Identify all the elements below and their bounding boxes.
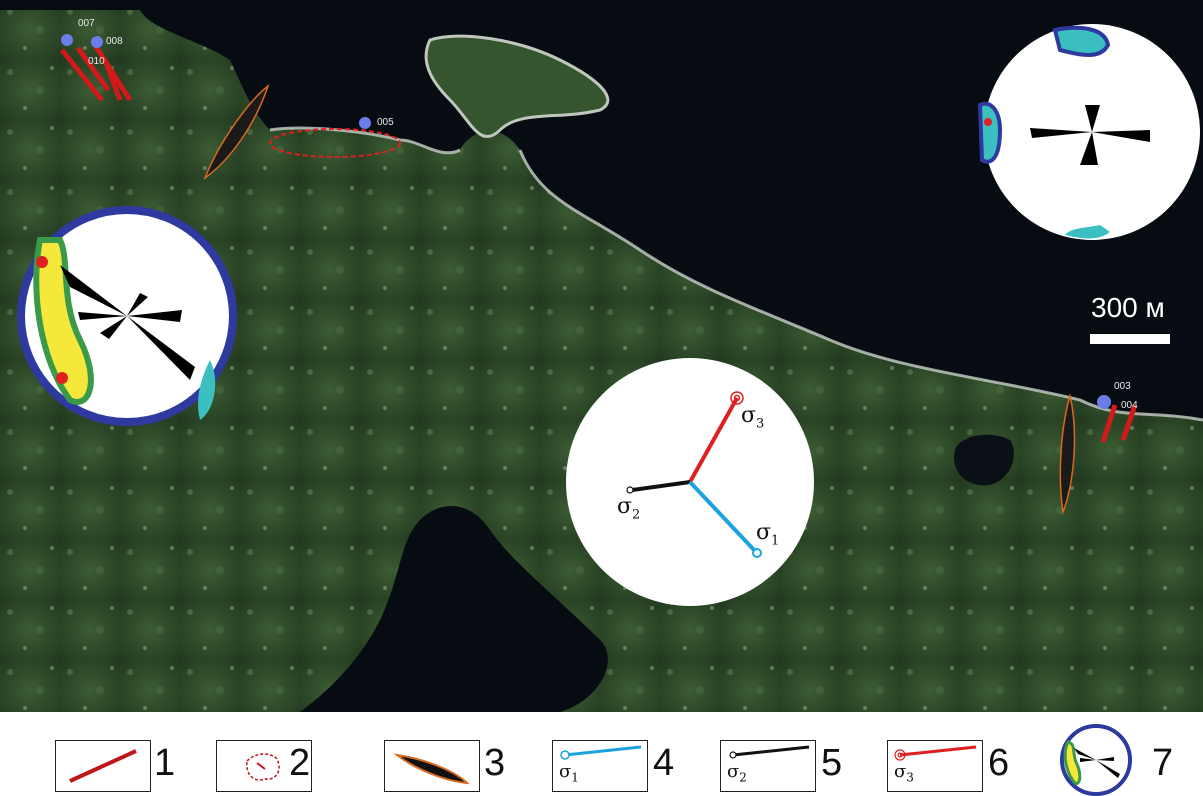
legend-box-5: σ2 bbox=[720, 740, 816, 792]
sigma2-label: σ2 bbox=[617, 494, 641, 523]
station-label-005: 005 bbox=[377, 117, 394, 128]
station-label-007: 007 bbox=[78, 18, 95, 29]
lens-icon bbox=[393, 753, 470, 785]
peninsula-north bbox=[424, 34, 610, 138]
sigma2-axis-icon bbox=[729, 745, 810, 759]
station-markers bbox=[61, 34, 1111, 409]
station-label-010: 010 bbox=[88, 56, 105, 67]
lake bbox=[954, 434, 1014, 486]
legend-number-1: 1 bbox=[154, 742, 176, 784]
lens-e bbox=[1059, 393, 1076, 515]
legend-number-3: 3 bbox=[484, 742, 506, 784]
legend-box-2 bbox=[216, 740, 312, 792]
legend-box-6: σ3 bbox=[887, 740, 983, 792]
legend-number-4: 4 bbox=[653, 742, 675, 784]
sigma1-axis-icon bbox=[560, 745, 642, 760]
legend-number-7: 7 bbox=[1152, 742, 1174, 784]
water-north bbox=[0, 0, 1203, 420]
scale-label: 300 м bbox=[1091, 292, 1165, 323]
legend-number-6: 6 bbox=[988, 742, 1010, 784]
fault-lines-e bbox=[1100, 404, 1138, 443]
fault-lines-nw bbox=[60, 43, 133, 102]
legend-number-2: 2 bbox=[289, 742, 311, 784]
legend-box-4: σ1 bbox=[552, 740, 648, 792]
sigma1-label: σ1 bbox=[756, 520, 780, 549]
legend-sigma2: σ2 bbox=[727, 761, 747, 785]
stereonet-west bbox=[17, 206, 237, 426]
water-south bbox=[300, 506, 608, 712]
dashed-polygon-icon bbox=[246, 753, 280, 781]
dashed-zone bbox=[269, 128, 401, 158]
legend-box-3 bbox=[384, 740, 480, 792]
stereonet-icon bbox=[1060, 724, 1132, 796]
legend-box-1 bbox=[55, 740, 151, 792]
station-label-004: 004 bbox=[1121, 400, 1138, 411]
red-line-icon bbox=[69, 749, 137, 783]
station-label-008: 008 bbox=[106, 36, 123, 47]
legend-sigma3: σ3 bbox=[894, 761, 914, 785]
stereonet-east bbox=[977, 24, 1200, 240]
lens-nw bbox=[203, 83, 270, 181]
station-label-003: 003 bbox=[1114, 381, 1131, 392]
satellite-map bbox=[0, 0, 1203, 712]
stress-axes-diagram bbox=[566, 358, 814, 606]
scale-bar bbox=[1090, 334, 1170, 344]
sigma3-label: σ3 bbox=[741, 403, 765, 432]
legend-number-5: 5 bbox=[821, 742, 843, 784]
legend-sigma1: σ1 bbox=[559, 761, 579, 785]
legend: 1 2 3 σ1 4 σ2 5 bbox=[0, 712, 1203, 796]
sigma3-axis-icon bbox=[894, 745, 977, 761]
